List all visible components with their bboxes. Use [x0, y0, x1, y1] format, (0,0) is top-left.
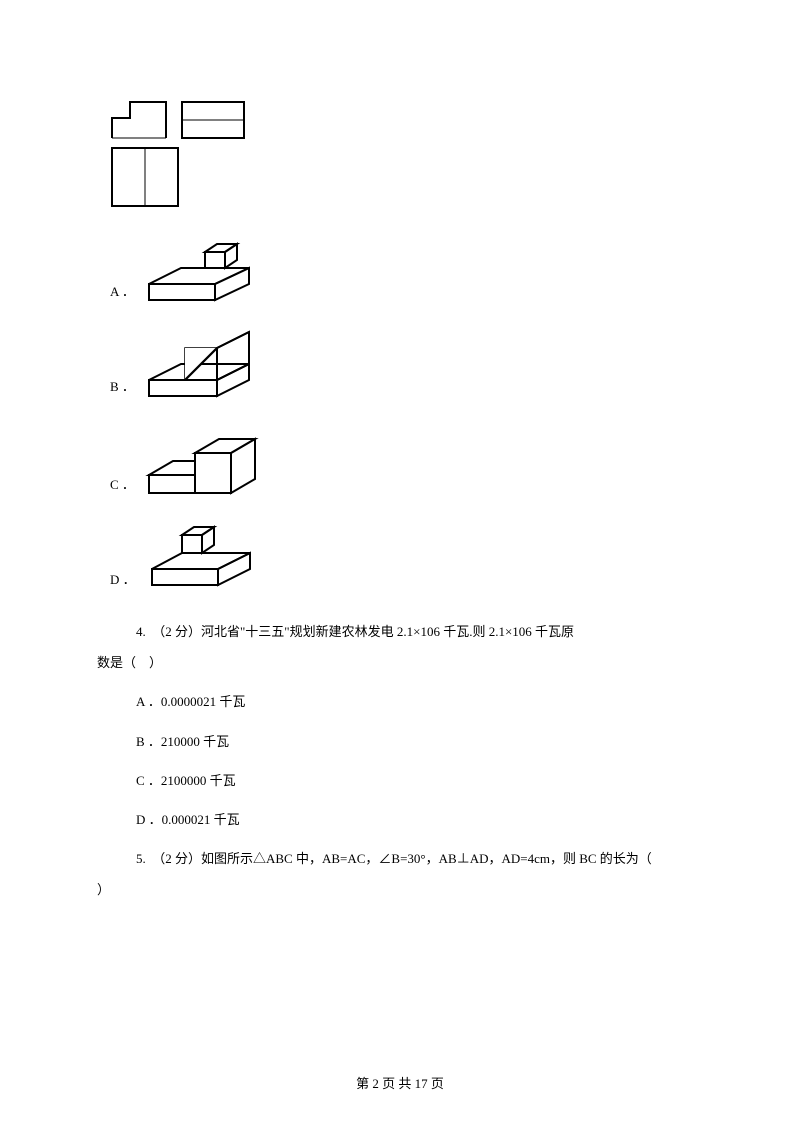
page-content: A ． B ． C ．: [0, 0, 800, 1132]
page-footer: 第 2 页 共 17 页: [0, 1073, 800, 1092]
q4-option-b: B ．210000 千瓦: [110, 726, 690, 757]
option-b-row: B ．: [110, 328, 690, 403]
q4-text-1: 4. （2 分）河北省"十三五"规划新建农林发电 2.1×106 千瓦.则 2.…: [110, 616, 690, 647]
option-a-row: A ．: [110, 238, 690, 308]
q5-text-1: 5. （2 分）如图所示△ABC 中，AB=AC，∠B=30°，AB⊥AD，AD…: [110, 843, 690, 874]
option-c-solid: [145, 423, 263, 501]
option-d-row: D ．: [110, 521, 690, 596]
option-c-row: C ．: [110, 423, 690, 501]
option-a-solid: [145, 238, 255, 308]
option-b-label: B ．: [110, 376, 135, 403]
view-front-l-shape: [110, 100, 168, 140]
option-b-solid: [145, 328, 255, 403]
option-d-label: D ．: [110, 569, 136, 596]
option-c-label: C ．: [110, 474, 135, 501]
q4-option-d: D ．0.000021 千瓦: [110, 804, 690, 835]
view-side-rect: [180, 100, 246, 140]
views-row-bottom: [110, 146, 690, 208]
q4-option-a: A ．0.0000021 千瓦: [110, 686, 690, 717]
q5-text-2: ）: [97, 874, 690, 905]
q4-text-2: 数是（ ）: [97, 647, 690, 678]
option-d-solid: [146, 521, 256, 596]
q4-option-c: C ．2100000 千瓦: [110, 765, 690, 796]
option-a-label: A ．: [110, 281, 135, 308]
orthographic-views: [110, 100, 690, 208]
view-top-square: [110, 146, 180, 208]
views-row-top: [110, 100, 690, 140]
